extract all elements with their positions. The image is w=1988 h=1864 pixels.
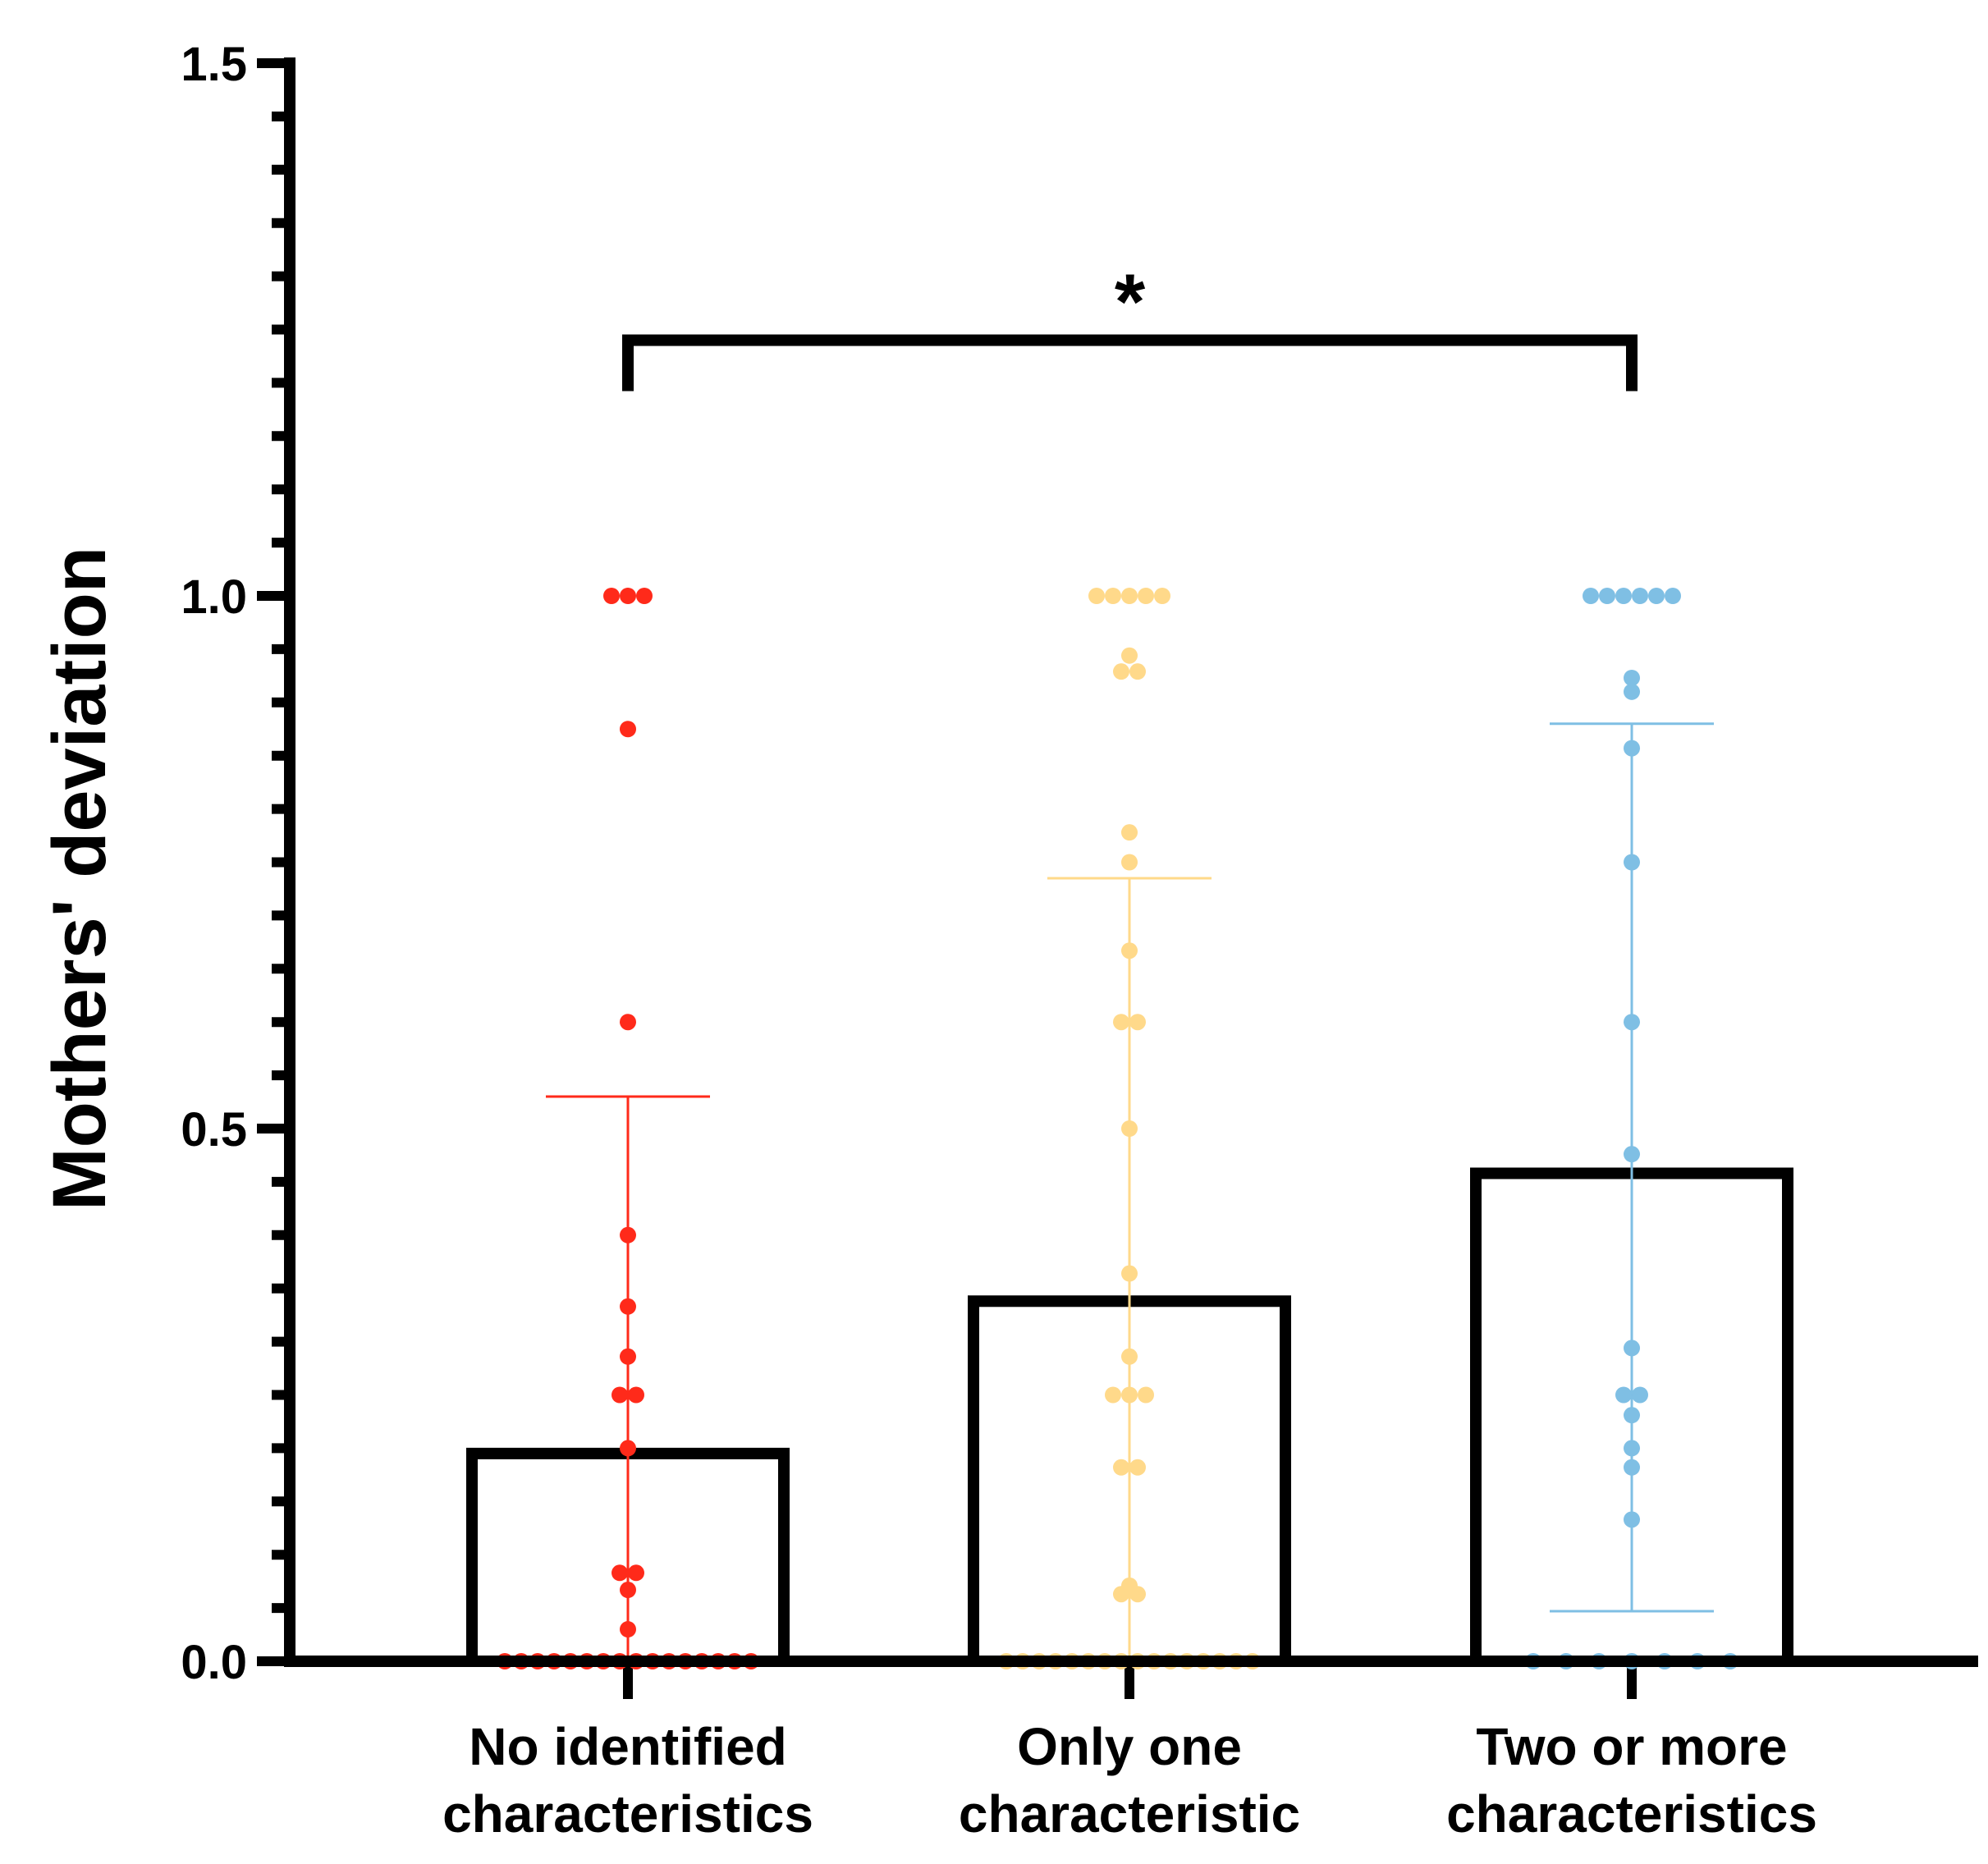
data-point bbox=[1121, 647, 1138, 664]
y-tick-label: 0.0 bbox=[181, 1636, 247, 1689]
data-point bbox=[1583, 588, 1599, 604]
data-point bbox=[1624, 683, 1640, 700]
y-tick-label: 0.5 bbox=[181, 1103, 247, 1156]
data-point bbox=[1599, 588, 1615, 604]
data-point bbox=[620, 588, 636, 604]
data-point bbox=[1665, 588, 1681, 604]
data-point bbox=[1624, 1407, 1640, 1424]
data-point bbox=[1624, 669, 1640, 686]
labels: Mothers' deviation 0.0 0.5 1.0 1.5 No identi… bbox=[38, 38, 1817, 1843]
data-point bbox=[1121, 1265, 1138, 1282]
y-tick-label: 1.0 bbox=[181, 570, 247, 624]
significance-star: * bbox=[1115, 258, 1146, 346]
data-point bbox=[1121, 1386, 1138, 1404]
data-point bbox=[1154, 588, 1170, 604]
data-point bbox=[620, 1226, 636, 1243]
data-points bbox=[497, 588, 1738, 1669]
data-point bbox=[620, 1298, 636, 1315]
data-point bbox=[620, 1440, 636, 1457]
data-point bbox=[1624, 1014, 1640, 1031]
x-category-label-line2: characteristics bbox=[1446, 1784, 1817, 1843]
axes bbox=[284, 57, 1978, 1667]
data-point bbox=[612, 1386, 628, 1404]
data-point bbox=[1615, 1386, 1632, 1404]
x-category-label-line2: characteristic bbox=[959, 1784, 1300, 1843]
data-point bbox=[1624, 854, 1640, 871]
data-point bbox=[1632, 1386, 1648, 1404]
y-tick-label: 1.5 bbox=[181, 38, 247, 91]
data-point bbox=[1088, 588, 1105, 604]
significance-annotation: * bbox=[622, 258, 1638, 392]
data-point bbox=[1121, 942, 1138, 959]
x-category-label-line2: characteristics bbox=[442, 1784, 813, 1843]
data-point bbox=[1138, 1386, 1154, 1404]
data-point bbox=[1624, 1146, 1640, 1163]
y-axis-label: Mothers' deviation bbox=[38, 547, 121, 1211]
minor-ticks bbox=[257, 58, 1637, 1699]
data-point bbox=[1624, 1511, 1640, 1528]
data-point bbox=[636, 588, 653, 604]
significance-bracket bbox=[622, 334, 1638, 392]
data-point bbox=[1121, 588, 1138, 604]
data-point bbox=[1113, 1459, 1129, 1476]
data-point bbox=[612, 1564, 628, 1582]
data-point bbox=[1129, 663, 1146, 680]
data-point bbox=[628, 1564, 644, 1582]
data-point bbox=[1129, 1586, 1146, 1603]
data-point bbox=[1113, 1586, 1129, 1603]
data-point bbox=[1624, 740, 1640, 757]
data-point bbox=[1624, 1340, 1640, 1357]
x-category-label-line1: Only one bbox=[1017, 1717, 1242, 1776]
data-point bbox=[1105, 1386, 1121, 1404]
data-point bbox=[1113, 1014, 1129, 1031]
data-point bbox=[1121, 824, 1138, 841]
data-point bbox=[1632, 588, 1648, 604]
data-point bbox=[620, 1348, 636, 1365]
data-point bbox=[1129, 1459, 1146, 1476]
data-point bbox=[1648, 588, 1665, 604]
data-point bbox=[1113, 663, 1129, 680]
data-point bbox=[1624, 1459, 1640, 1476]
data-point bbox=[628, 1386, 644, 1404]
data-point bbox=[1138, 588, 1154, 604]
data-point bbox=[1105, 588, 1121, 604]
data-point bbox=[1129, 1014, 1146, 1031]
data-point bbox=[1121, 1348, 1138, 1365]
x-category-label-line1: No identified bbox=[469, 1717, 787, 1776]
data-point bbox=[603, 588, 620, 604]
data-point bbox=[620, 721, 636, 738]
data-point bbox=[1121, 854, 1138, 871]
data-point bbox=[1624, 1440, 1640, 1457]
data-point bbox=[620, 1582, 636, 1599]
data-point bbox=[1615, 588, 1632, 604]
data-point bbox=[1121, 1120, 1138, 1137]
x-category-label-line1: Two or more bbox=[1476, 1717, 1787, 1776]
data-point bbox=[620, 1014, 636, 1031]
data-point bbox=[620, 1621, 636, 1638]
